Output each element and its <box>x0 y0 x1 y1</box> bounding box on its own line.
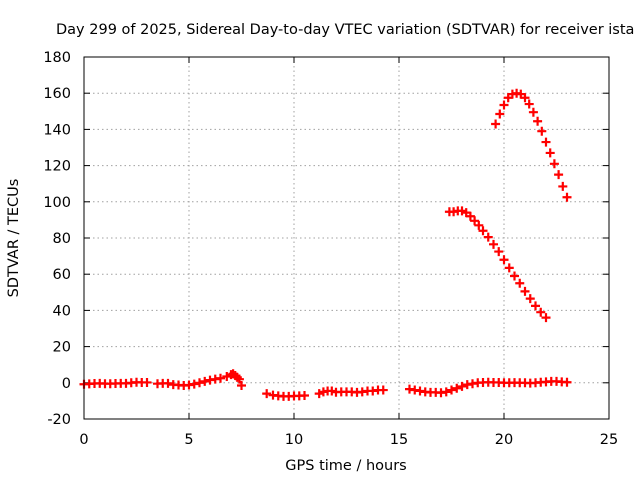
chart-title: Day 299 of 2025, Sidereal Day-to-day VTE… <box>56 22 634 38</box>
y-tick-label: -20 <box>47 412 71 428</box>
data-point <box>216 373 225 383</box>
data-point <box>537 126 547 136</box>
data-series <box>491 88 572 202</box>
data-point <box>457 206 467 216</box>
data-point <box>558 181 568 191</box>
data-point <box>549 159 559 169</box>
data-point <box>510 271 519 281</box>
data-point <box>483 232 493 242</box>
data-point <box>452 383 462 393</box>
plot-frame <box>83 56 610 420</box>
data-point <box>545 148 555 158</box>
data-series <box>79 377 152 389</box>
data-point <box>327 386 337 396</box>
data-series <box>222 369 246 391</box>
data-point <box>447 385 456 395</box>
data-point <box>520 286 530 296</box>
y-tick-label: 20 <box>53 340 71 356</box>
data-point <box>237 381 246 391</box>
data-point <box>562 377 572 387</box>
y-tick-label: 120 <box>43 159 71 175</box>
x-tick-label: 5 <box>184 432 193 448</box>
data-point <box>562 192 572 202</box>
y-tick-label: 40 <box>53 303 71 319</box>
data-point <box>515 278 525 288</box>
y-tick-label: 0 <box>62 376 71 392</box>
data-point <box>525 294 535 304</box>
data-points <box>79 88 572 401</box>
x-axis-label: GPS time / hours <box>285 458 406 474</box>
data-point <box>528 107 538 117</box>
data-point <box>314 389 324 399</box>
y-axis-label: SDTVAR / TECUs <box>6 179 22 298</box>
data-point <box>300 390 309 400</box>
x-tick-label: 10 <box>285 432 303 448</box>
x-tick-label: 25 <box>600 432 618 448</box>
y-tick-label: 60 <box>53 267 71 283</box>
data-point <box>531 301 540 311</box>
data-point <box>524 99 534 109</box>
data-point <box>457 381 467 391</box>
data-point <box>495 109 505 119</box>
data-point <box>499 100 509 110</box>
data-series <box>444 206 551 323</box>
data-point <box>222 371 232 381</box>
data-point <box>441 387 451 397</box>
data-point <box>378 385 388 395</box>
y-tick-label: 100 <box>43 195 71 211</box>
data-point <box>520 93 530 103</box>
data-point <box>478 226 488 236</box>
data-point <box>533 116 543 126</box>
data-point <box>142 377 152 387</box>
data-series <box>262 389 309 401</box>
data-point <box>541 137 551 147</box>
data-point <box>470 216 480 226</box>
data-point <box>262 389 272 399</box>
y-tick-label: 140 <box>43 122 71 138</box>
data-point <box>163 378 173 388</box>
x-tick-label: 15 <box>390 432 408 448</box>
data-point <box>499 255 509 265</box>
data-point <box>474 220 484 230</box>
axis-ticks: 0 5 10 15 20 25 -20 0 20 40 60 80 100 120 140 160 180 <box>43 50 618 448</box>
data-point <box>541 313 551 323</box>
x-tick-label: 20 <box>495 432 513 448</box>
data-point <box>200 376 210 386</box>
data-point <box>536 307 546 317</box>
data-point <box>504 263 514 273</box>
data-point <box>195 378 204 388</box>
data-series <box>314 385 388 399</box>
data-series <box>536 376 572 387</box>
data-point <box>234 374 244 384</box>
data-series <box>153 373 225 391</box>
data-point <box>554 170 564 180</box>
data-series <box>405 377 540 398</box>
data-point <box>489 239 498 249</box>
y-tick-label: 180 <box>43 50 71 66</box>
x-tick-label: 0 <box>79 432 88 448</box>
data-point <box>491 119 501 129</box>
data-point <box>189 379 199 389</box>
data-point <box>494 247 504 257</box>
y-tick-label: 160 <box>43 86 71 102</box>
data-point <box>465 211 475 221</box>
y-tick-label: 80 <box>53 231 71 247</box>
